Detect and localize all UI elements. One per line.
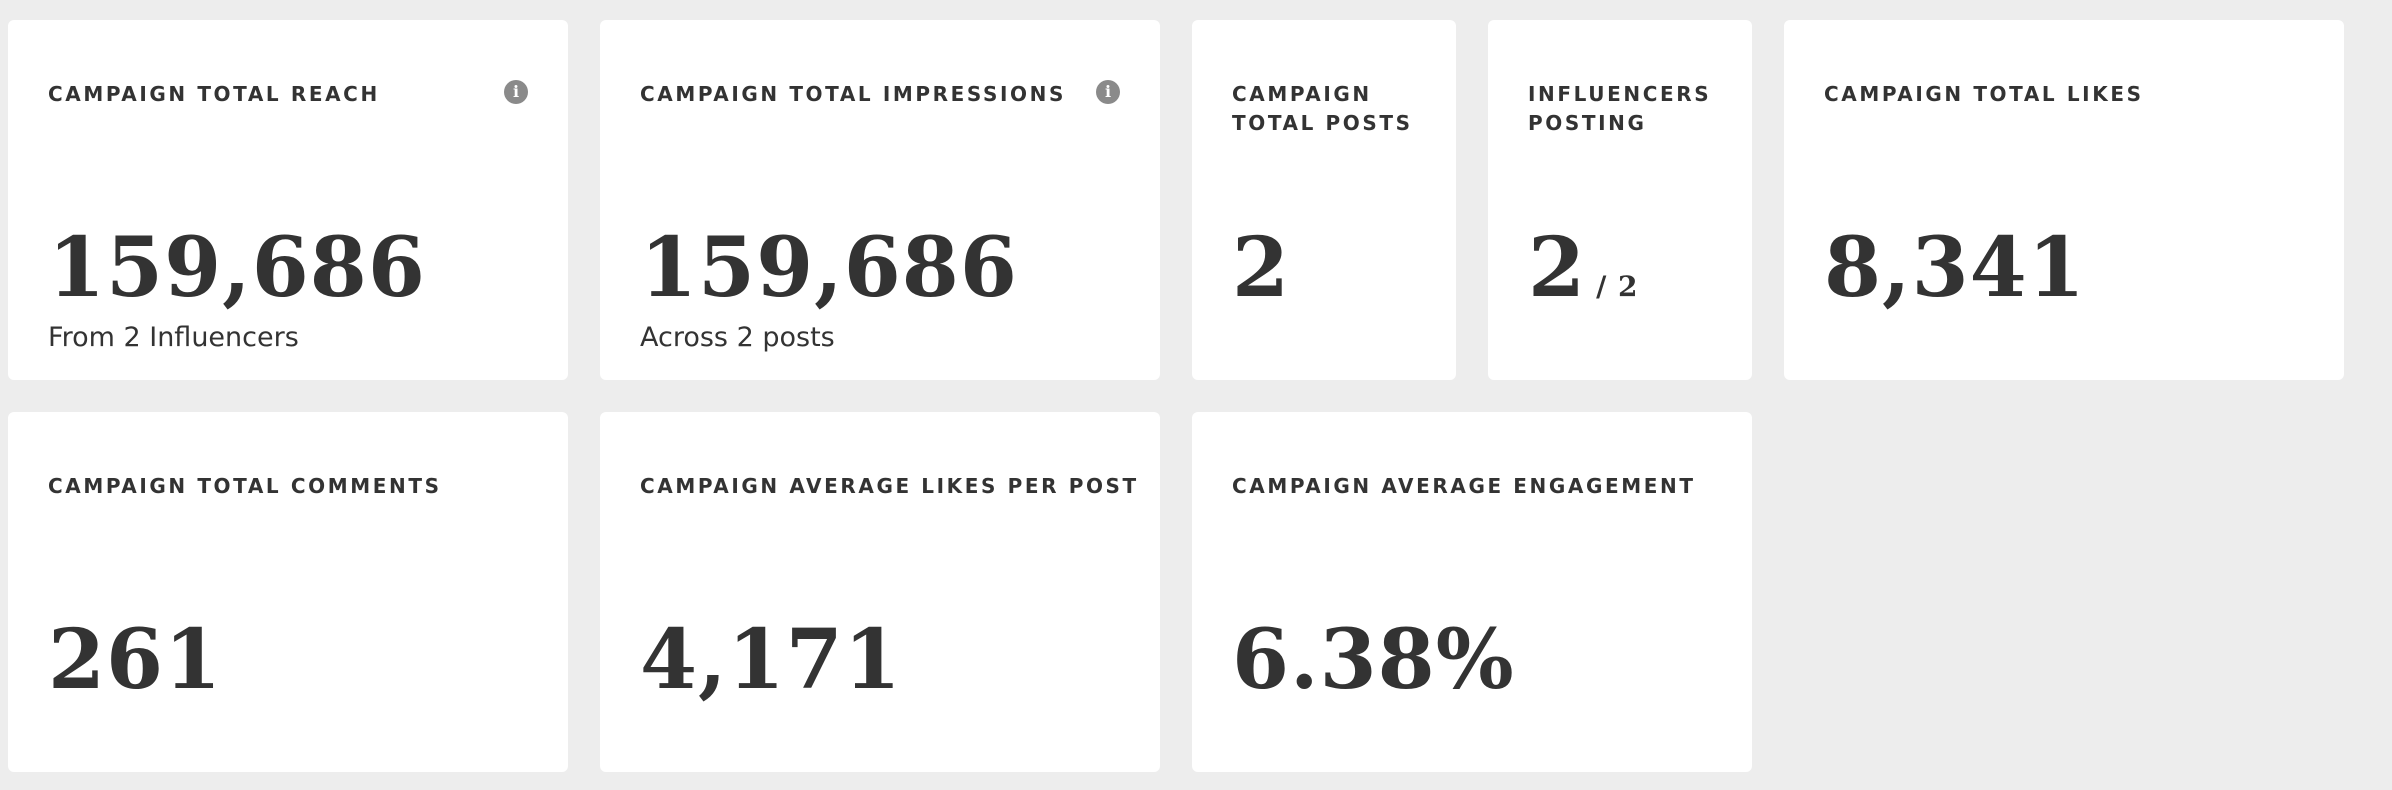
posts-card: CAMPAIGN TOTAL POSTS 2 [1192,20,1456,380]
info-icon[interactable]: i [504,80,528,104]
avg-engagement-card-title: CAMPAIGN AVERAGE ENGAGEMENT [1232,474,1696,498]
influencers-title-line2: POSTING [1528,111,1647,135]
reach-value: 159,686 [48,220,426,316]
comments-value: 261 [48,612,223,708]
avg-likes-value: 4,171 [640,612,902,708]
posts-title-line1: CAMPAIGN [1232,82,1372,106]
posts-card-title: CAMPAIGN TOTAL POSTS [1232,80,1413,138]
impressions-subtitle: Across 2 posts [640,322,835,353]
impressions-card-title: CAMPAIGN TOTAL IMPRESSIONS [640,82,1066,106]
influencers-card-title: INFLUENCERS POSTING [1528,80,1711,138]
posts-value: 2 [1232,220,1291,316]
avg-engagement-card: CAMPAIGN AVERAGE ENGAGEMENT 6.38% [1192,412,1752,772]
reach-card: CAMPAIGN TOTAL REACH i 159,686 From 2 In… [8,20,568,380]
influencers-value: 2 / 2 [1528,218,1639,337]
comments-card: CAMPAIGN TOTAL COMMENTS 261 [8,412,568,772]
likes-card: CAMPAIGN TOTAL LIKES 8,341 [1784,20,2344,380]
reach-card-title: CAMPAIGN TOTAL REACH [48,82,380,106]
influencers-card: INFLUENCERS POSTING 2 / 2 [1488,20,1752,380]
influencers-count: 2 [1528,220,1587,316]
likes-value: 8,341 [1824,220,2086,316]
likes-card-title: CAMPAIGN TOTAL LIKES [1824,82,2144,106]
posts-title-line2: TOTAL POSTS [1232,111,1413,135]
info-icon[interactable]: i [1096,80,1120,104]
reach-subtitle: From 2 Influencers [48,322,299,353]
avg-likes-card: CAMPAIGN AVERAGE LIKES PER POST 4,171 [600,412,1160,772]
avg-likes-card-title: CAMPAIGN AVERAGE LIKES PER POST [640,474,1139,498]
avg-engagement-value: 6.38% [1232,612,1515,708]
impressions-value: 159,686 [640,220,1018,316]
comments-card-title: CAMPAIGN TOTAL COMMENTS [48,474,442,498]
impressions-card: CAMPAIGN TOTAL IMPRESSIONS i 159,686 Acr… [600,20,1160,380]
influencers-total: / 2 [1596,270,1639,303]
influencers-title-line1: INFLUENCERS [1528,82,1712,106]
